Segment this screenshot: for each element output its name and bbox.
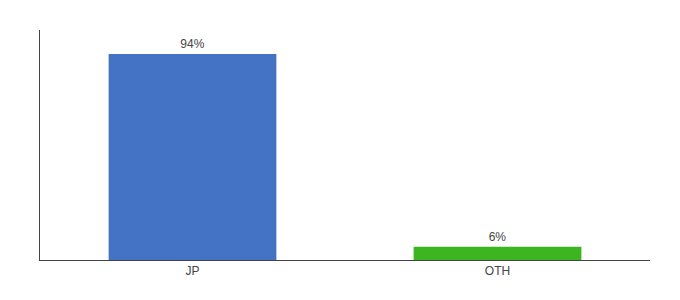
svg-text:JP: JP	[185, 264, 199, 278]
svg-text:OTH: OTH	[485, 264, 510, 278]
svg-text:94%: 94%	[180, 37, 204, 51]
svg-text:6%: 6%	[489, 230, 507, 244]
